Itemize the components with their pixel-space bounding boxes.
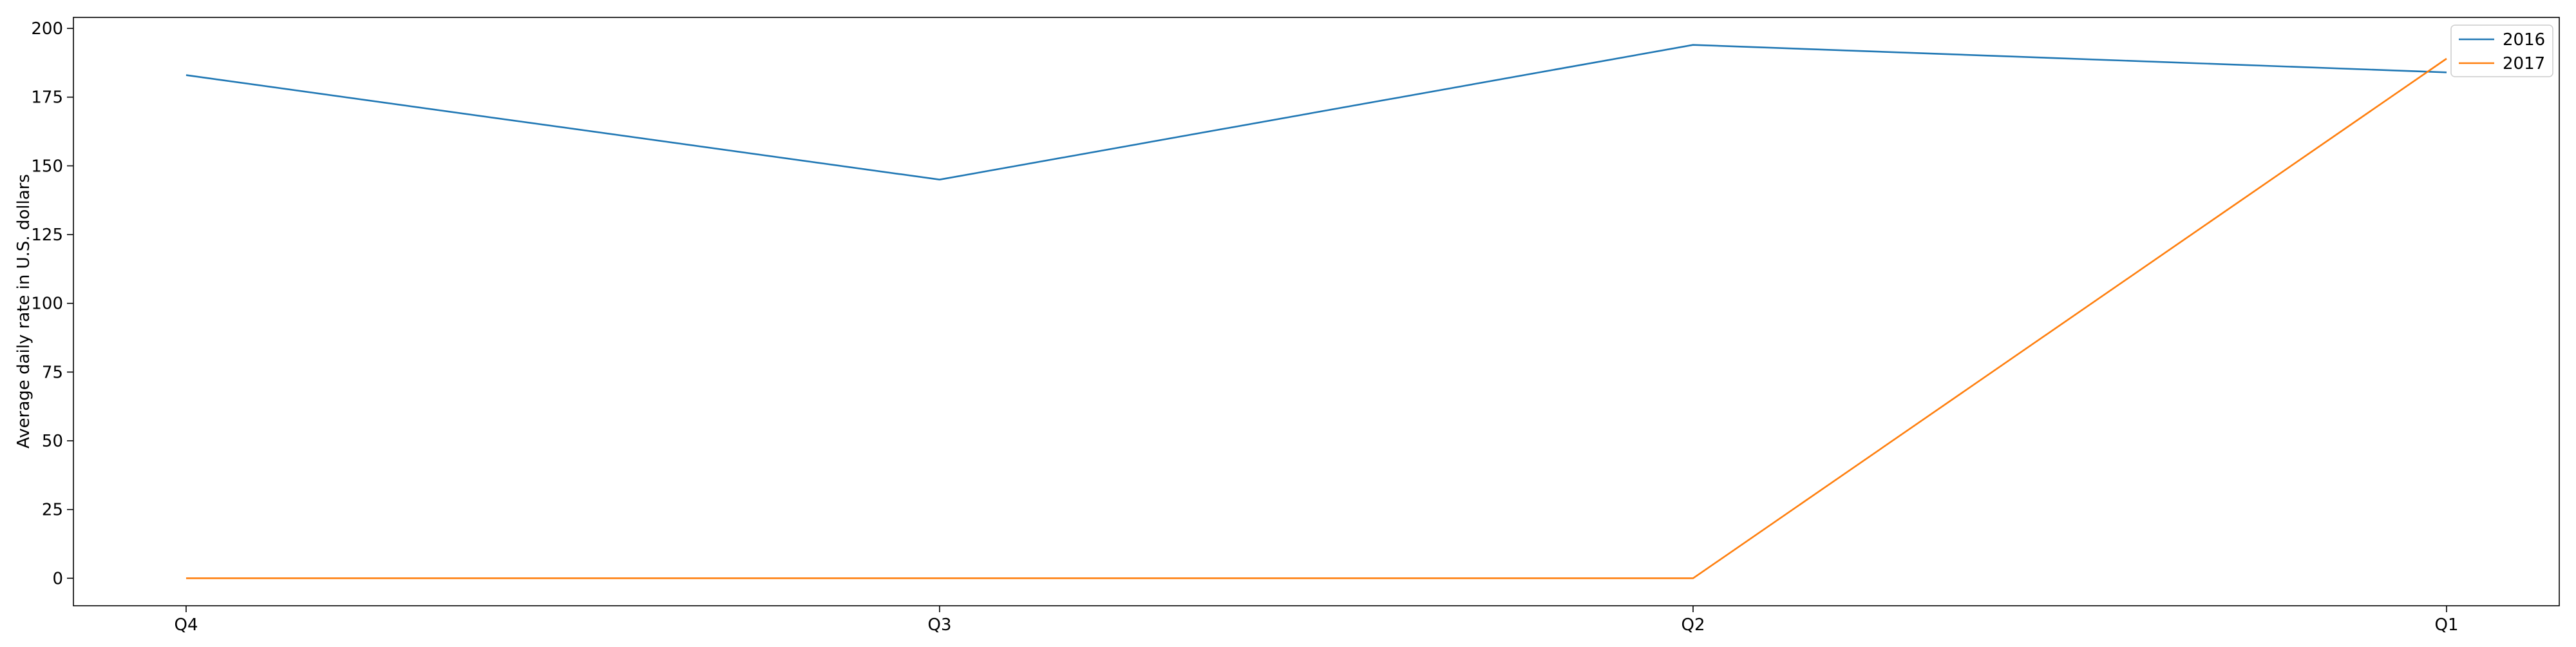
plot-area-frame: [73, 17, 2560, 606]
y-axis-label: Average daily rate in U.S. dollars: [14, 174, 33, 449]
y-tick-label: 150: [31, 157, 63, 176]
legend-label: 2016: [2503, 30, 2545, 50]
y-tick-label: 125: [31, 226, 63, 245]
series-line-2017: [186, 57, 2447, 579]
y-tick-label: 175: [31, 88, 63, 108]
legend: 2016 2017: [2450, 24, 2553, 77]
x-tick-label: Q2: [1681, 615, 1705, 635]
series-layer: [185, 44, 2447, 579]
x-axis-ticks: Q4 Q3 Q2 Q1: [174, 606, 2459, 635]
legend-label: 2017: [2503, 54, 2545, 73]
y-tick-label: 75: [42, 363, 63, 382]
x-tick-label: Q3: [927, 615, 951, 635]
y-tick-label: 100: [31, 295, 63, 314]
y-tick-label: 25: [42, 501, 63, 520]
series-line-2016: [185, 44, 2447, 181]
x-tick-label: Q1: [2434, 615, 2458, 635]
y-tick-label: 0: [52, 569, 63, 588]
y-axis-ticks: 0 25 50 75 100 125 150 175 200: [31, 19, 73, 588]
x-tick-label: Q4: [174, 615, 198, 635]
y-tick-label: 50: [42, 432, 63, 451]
y-tick-label: 200: [31, 19, 63, 39]
